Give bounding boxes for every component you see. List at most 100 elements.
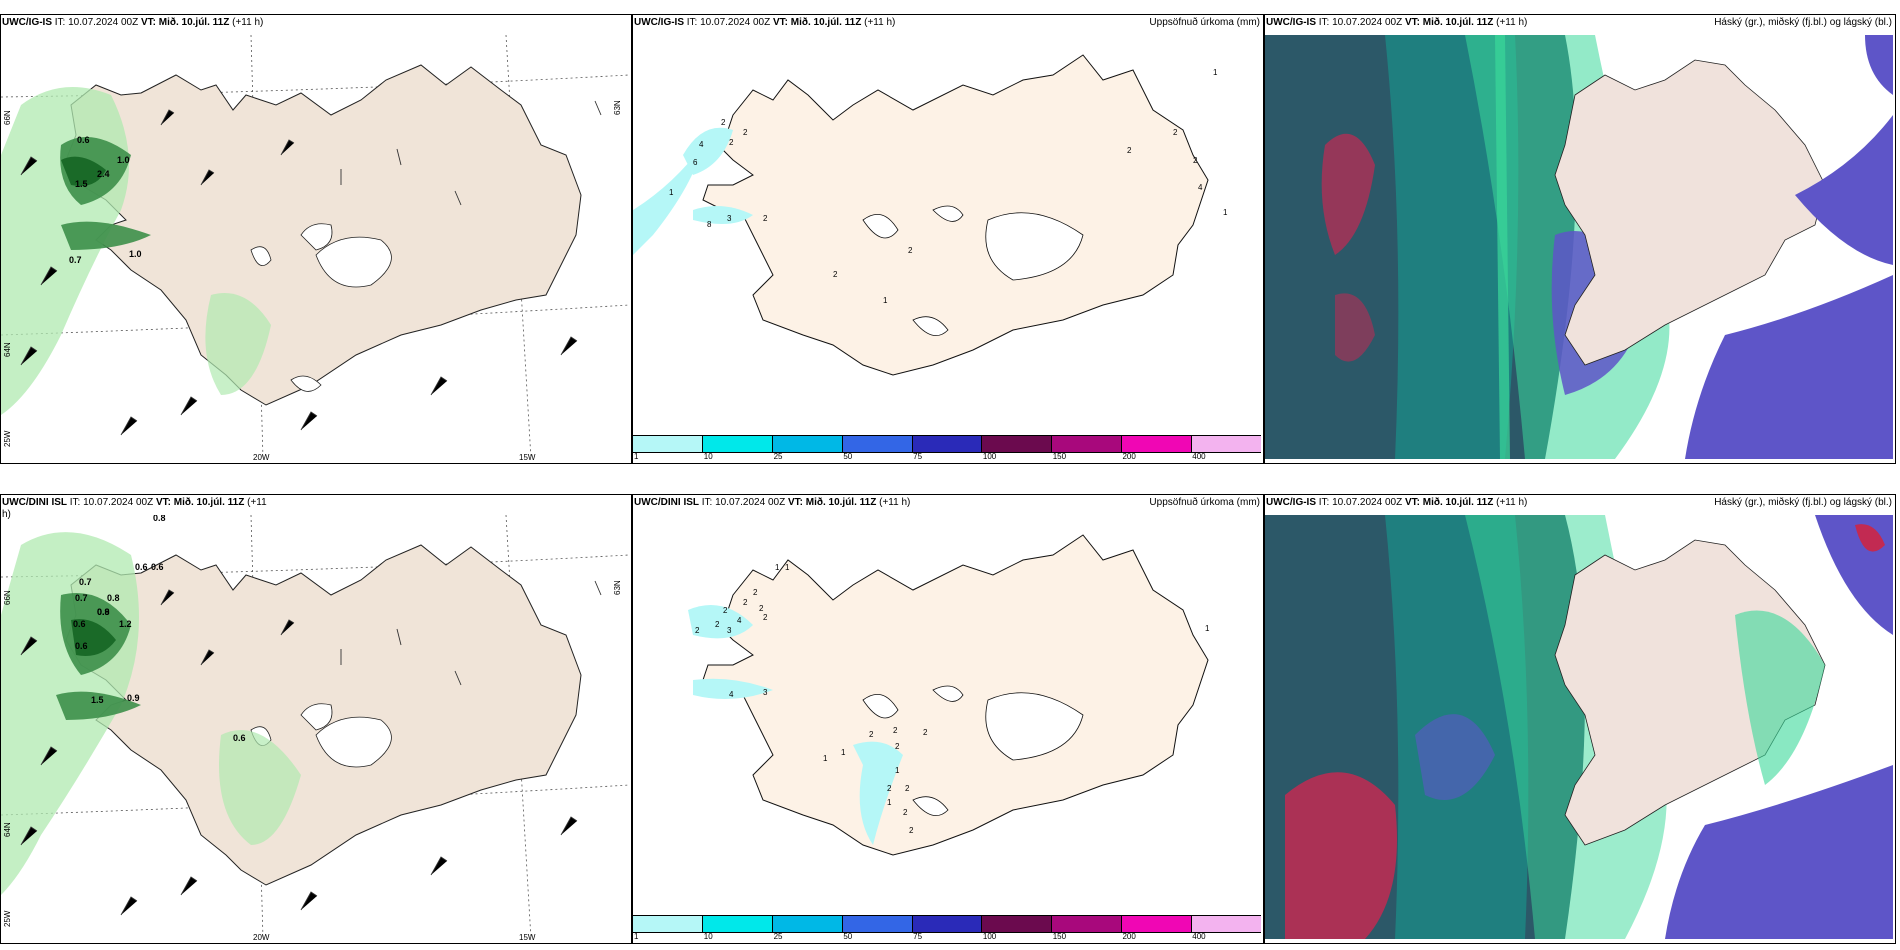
wind-value: 0.6 — [73, 619, 86, 629]
precip-number: 1 — [887, 798, 892, 807]
precip-number: 4 — [729, 690, 734, 699]
lead-time: (+11 — [247, 497, 267, 508]
colorbar-label: 150 — [1052, 932, 1067, 941]
cloud-map-svg — [1265, 515, 1893, 939]
colorbar-label: 25 — [773, 932, 783, 941]
panel-title: UWC/DINI ISL IT: 10.07.2024 00Z VT: Mið.… — [2, 497, 272, 521]
panel-title: UWC/IG-IS IT: 10.07.2024 00Z VT: Mið. 10… — [634, 17, 1259, 29]
wind-map: 0.6 1.0 2.4 1.5 1.0 0.7 — [1, 35, 629, 459]
precip-number: 3 — [727, 214, 732, 223]
wind-value: 0.8 — [153, 515, 166, 523]
model-name: UWC/IG-IS — [634, 17, 684, 28]
precip-panel-row1: UWC/IG-IS IT: 10.07.2024 00Z VT: Mið. 10… — [632, 14, 1264, 464]
wind-value: 0.6 — [77, 135, 90, 145]
colorbar-label: 200 — [1122, 932, 1136, 941]
precip-number: 2 — [759, 604, 764, 613]
precip-number: 2 — [833, 270, 838, 279]
lat-label: 63N — [613, 580, 622, 595]
precip-number: 6 — [693, 158, 698, 167]
precip-number: 1 — [1213, 68, 1218, 77]
wind-panel-row2: UWC/DINI ISL IT: 10.07.2024 00Z VT: Mið.… — [0, 494, 632, 944]
precip-number: 2 — [1173, 128, 1178, 137]
valid-time: VT: Mið. 10.júl. 11Z — [772, 17, 862, 28]
init-time: IT: 10.07.2024 00Z — [701, 497, 786, 508]
precip-colorbar: 1 10 25 50 75 100 150 200 400 — [633, 435, 1262, 463]
precip-number: 1 — [883, 296, 888, 305]
colorbar-labels: 1 10 25 50 75 100 150 200 400 — [633, 932, 1261, 942]
model-name: UWC/IG-IS — [2, 17, 52, 28]
lead-time: (+11 h) — [1496, 17, 1528, 28]
colorbar-cell — [1052, 916, 1123, 932]
lat-label: 63N — [613, 100, 622, 115]
precip-number: 2 — [763, 214, 768, 223]
panel-title: UWC/IG-IS IT: 10.07.2024 00Z VT: Mið. 10… — [2, 17, 627, 29]
cloud-panel-row1: UWC/IG-IS IT: 10.07.2024 00Z VT: Mið. 10… — [1264, 14, 1896, 464]
lat-label: 66N — [3, 110, 12, 125]
precip-map-svg: 2 2 2 4 6 1 3 8 2 2 2 2 4 1 1 2 1 2 — [633, 54, 1228, 376]
colorbar-cell — [842, 916, 913, 932]
lon-label: 20W — [253, 933, 270, 942]
precip-number: 1 — [669, 188, 674, 197]
precip-number: 2 — [743, 598, 748, 607]
precip-number: 2 — [909, 826, 914, 835]
cloud-map-svg — [1265, 35, 1893, 459]
lon-label: 15W — [519, 453, 536, 462]
colorbar-cell — [1122, 916, 1193, 932]
panel-title: UWC/IG-IS IT: 10.07.2024 00Z VT: Mið. 10… — [1266, 497, 1891, 509]
wind-value: 1.5 — [75, 179, 88, 189]
precip-number: 2 — [869, 730, 874, 739]
colorbar-cell — [1052, 436, 1123, 452]
colorbar-label: 1 — [634, 932, 639, 941]
precip-number: 4 — [737, 616, 742, 625]
colorbar-label: 1 — [634, 452, 639, 461]
panel-title: UWC/DINI ISL IT: 10.07.2024 00Z VT: Mið.… — [634, 497, 1259, 509]
colorbar-cell — [982, 436, 1053, 452]
wind-panel-row1: UWC/IG-IS IT: 10.07.2024 00Z VT: Mið. 10… — [0, 14, 632, 464]
precip-map-svg: 1 1 2 2 2 2 4 2 2 3 2 4 3 1 1 2 2 2 1 2 … — [688, 534, 1210, 856]
lat-label: 64N — [3, 342, 12, 357]
precip-number: 1 — [785, 563, 790, 572]
colorbar-cell — [1192, 436, 1262, 452]
colorbar-label: 25 — [773, 452, 783, 461]
precip-number: 4 — [699, 140, 704, 149]
precip-map: 2 2 2 4 6 1 3 8 2 2 2 2 4 1 1 2 1 2 — [633, 35, 1261, 431]
valid-time: VT: Mið. 10.júl. 11Z — [1404, 497, 1494, 508]
precip-number: 2 — [895, 742, 900, 751]
panel-subtitle: Háský (gr.), miðský (fj.bl.) og lágský (… — [1714, 17, 1892, 28]
precip-number: 1 — [1223, 208, 1228, 217]
wind-map-svg: 0.8 0.7 0.6 0.7 0.8 0.8 0.6 0.6 0.6 1.2 … — [1, 515, 629, 939]
wind-value: 0.7 — [75, 593, 88, 603]
precip-number: 2 — [715, 620, 720, 629]
precip-number: 4 — [1198, 183, 1203, 192]
wind-value: 0.9 — [127, 693, 140, 703]
colorbar-label: 75 — [913, 932, 923, 941]
wind-value: 0.7 — [79, 577, 92, 587]
precip-number: 1 — [841, 748, 846, 757]
precip-number: 3 — [763, 688, 768, 697]
colorbar-label: 400 — [1192, 452, 1206, 461]
wind-map: 0.8 0.7 0.6 0.7 0.8 0.8 0.6 0.6 0.6 1.2 … — [1, 515, 629, 939]
lead-time: (+11 h) — [864, 17, 896, 28]
wind-value: 0.9 — [97, 607, 110, 617]
init-time: IT: 10.07.2024 00Z — [1318, 17, 1403, 28]
cloud-panel-row2: UWC/IG-IS IT: 10.07.2024 00Z VT: Mið. 10… — [1264, 494, 1896, 944]
precip-number: 2 — [923, 728, 928, 737]
colorbar-cell — [633, 916, 703, 932]
precip-number: 2 — [729, 138, 734, 147]
panel-title: UWC/IG-IS IT: 10.07.2024 00Z VT: Mið. 10… — [1266, 17, 1891, 29]
panel-subtitle: Uppsöfnuð úrkoma (mm) — [1149, 17, 1260, 28]
valid-time: VT: Mið. 10.júl. 11Z — [787, 497, 877, 508]
cloud-map — [1265, 35, 1893, 459]
precip-number: 2 — [1193, 156, 1198, 165]
colorbar-label: 200 — [1122, 452, 1136, 461]
precip-panel-row2: UWC/DINI ISL IT: 10.07.2024 00Z VT: Mið.… — [632, 494, 1264, 944]
precip-number: 2 — [905, 784, 910, 793]
panel-subtitle: Uppsöfnuð úrkoma (mm) — [1149, 497, 1260, 508]
precip-number: 1 — [1205, 624, 1210, 633]
model-name: UWC/DINI ISL — [2, 497, 67, 508]
wind-value: 1.0 — [117, 155, 130, 165]
valid-time: VT: Mið. 10.júl. 11Z — [1404, 17, 1494, 28]
colorbar-label: 150 — [1052, 452, 1067, 461]
precip-number: 2 — [695, 626, 700, 635]
lon-label: 20W — [253, 453, 270, 462]
